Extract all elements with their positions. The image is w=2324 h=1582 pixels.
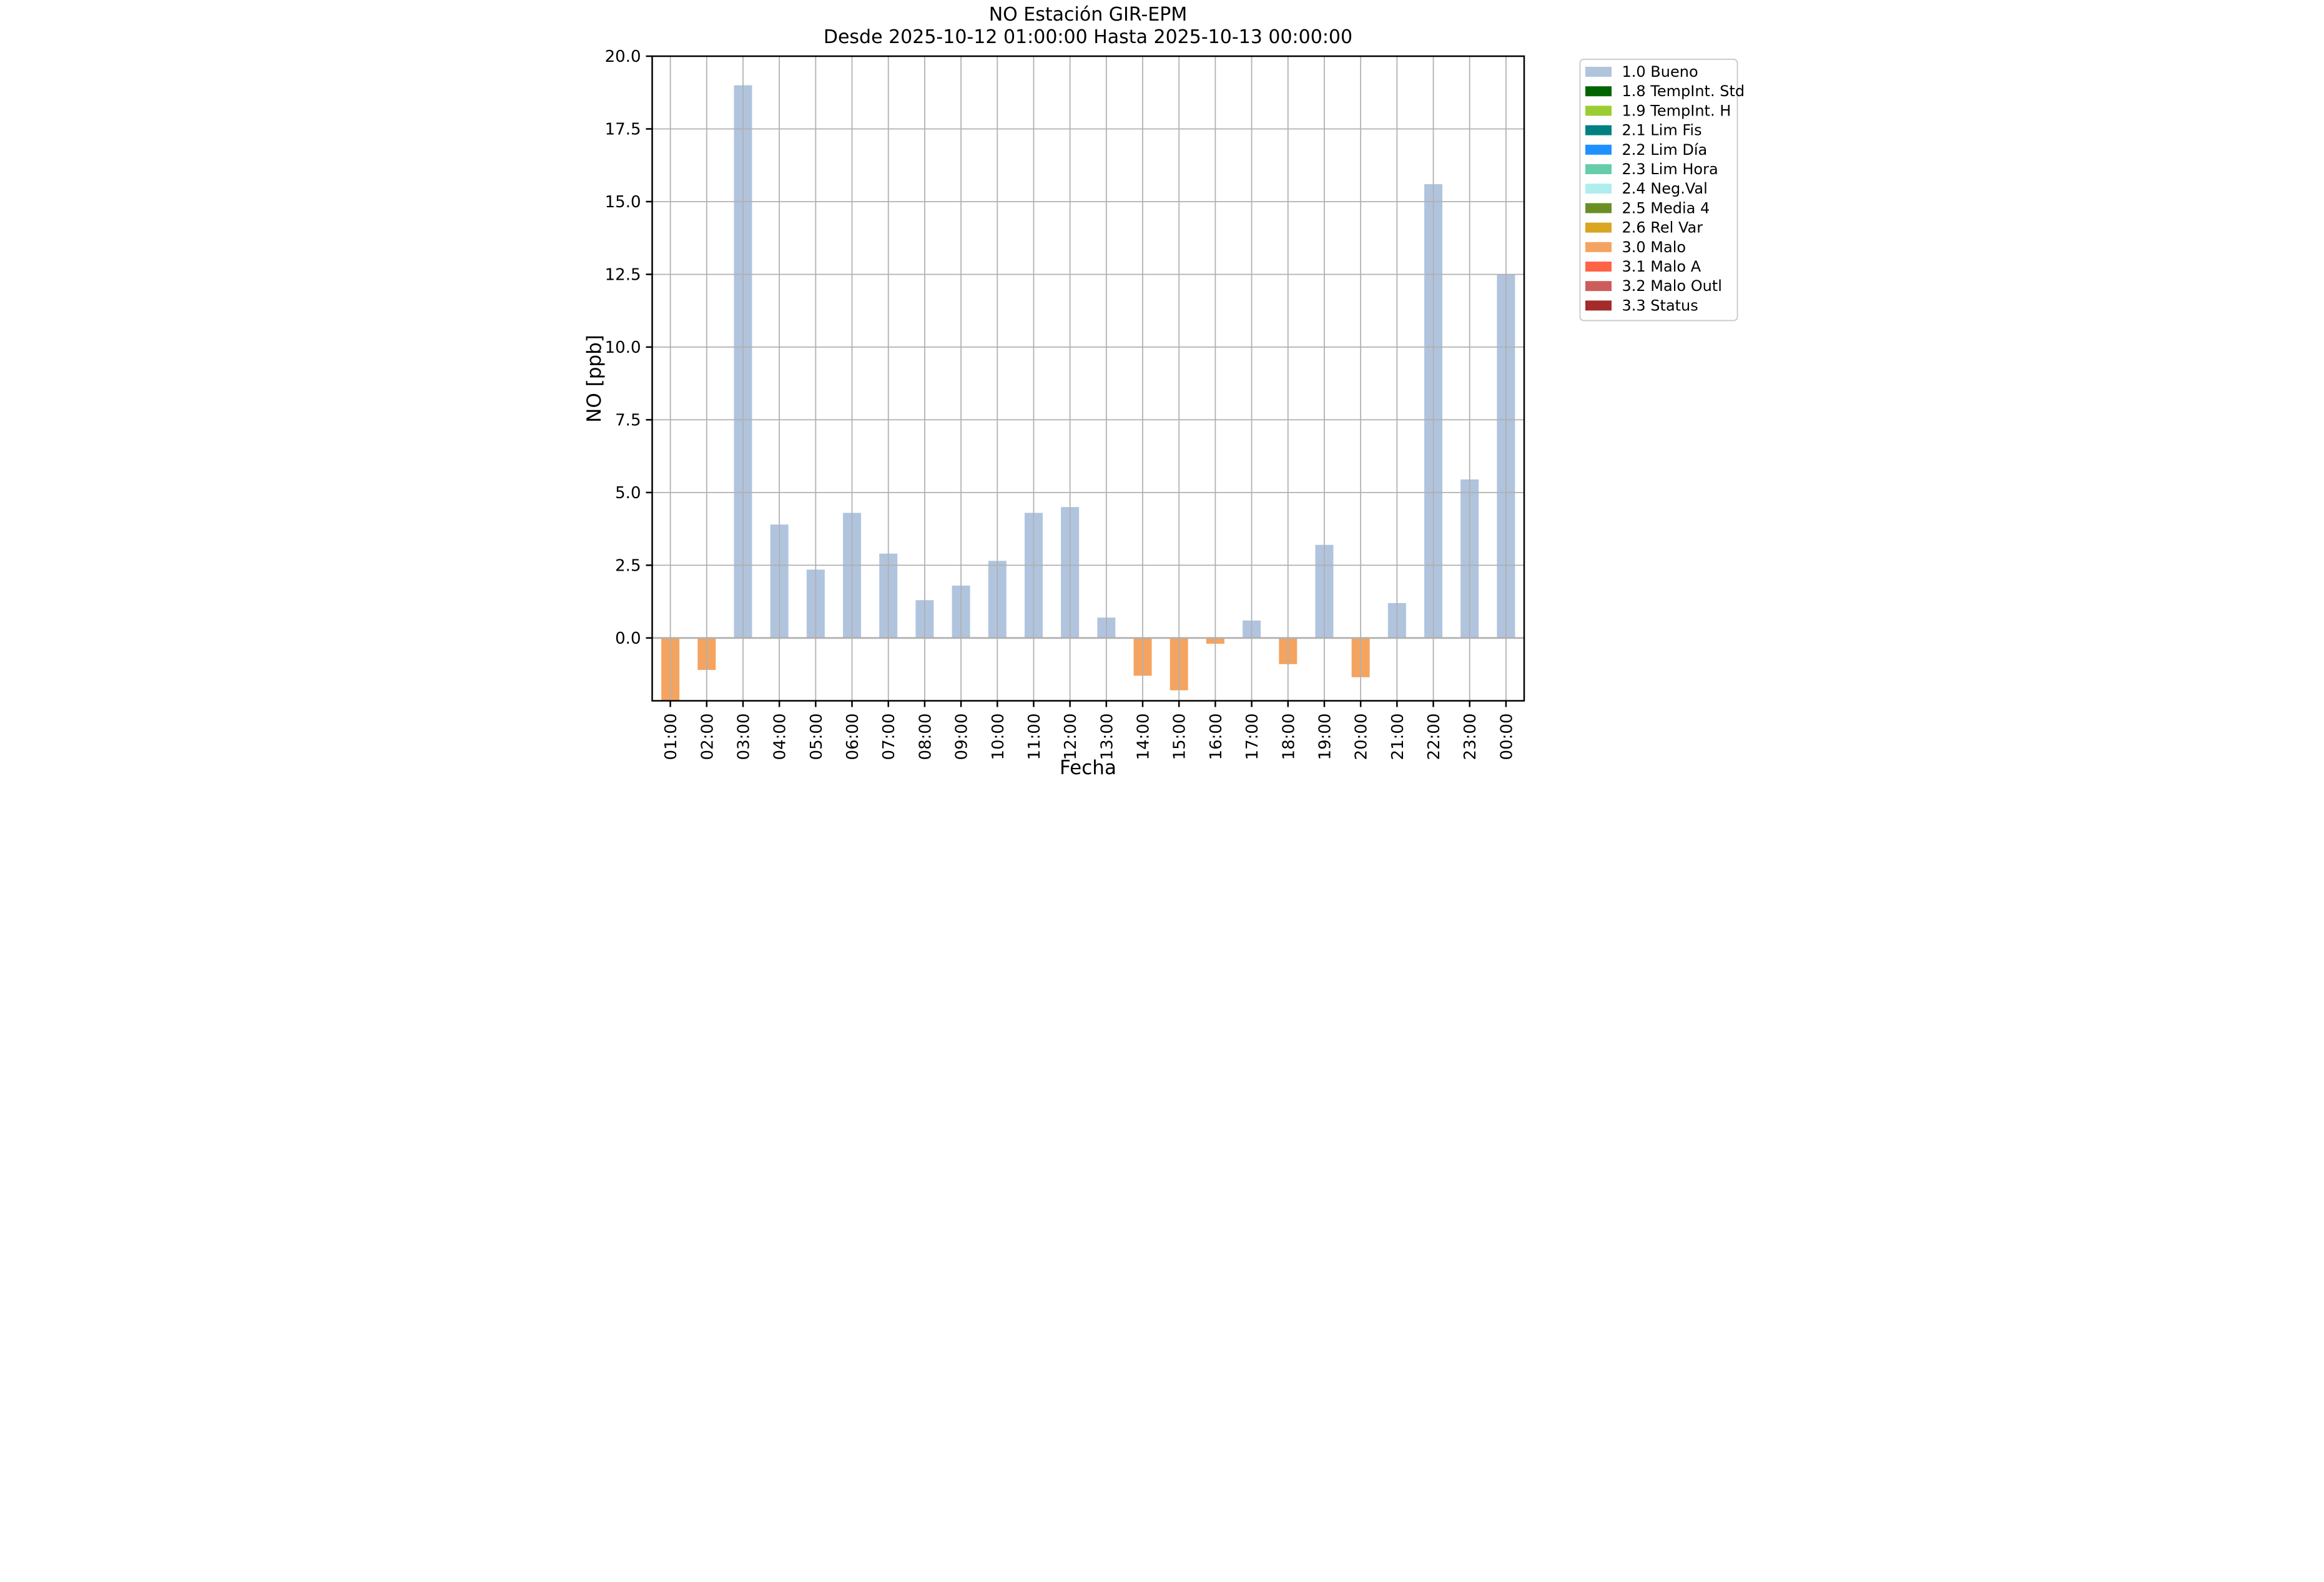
x-tick-label: 12:00 [1061,714,1080,760]
no-bar-chart: 0.0 2.5 5.0 7.5 10.0 12.5 15.0 17.5 20.0 01:00 02:… [581,0,1743,791]
bars-layer [661,85,1515,701]
legend-item: 3.1 Malo A [1585,258,1701,275]
x-tick-label: 09:00 [952,714,971,760]
legend-swatch [1585,164,1612,174]
legend-swatch [1585,281,1612,292]
y-axis-label: NO [ppb] [583,335,606,423]
x-tick-label: 08:00 [916,714,935,760]
legend-item: 3.0 Malo [1585,238,1686,256]
legend-item: 2.2 Lim Día [1585,141,1707,159]
x-tick-label: 23:00 [1461,714,1480,760]
legend-label: 3.1 Malo A [1622,258,1701,275]
plot-border [651,55,1525,702]
legend-item: 2.3 Lim Hora [1585,160,1718,178]
x-tick-label: 00:00 [1497,714,1516,760]
legend-label: 2.1 Lim Fis [1622,122,1701,139]
chart-subtitle: Desde 2025-10-12 01:00:00 Hasta 2025-10-… [823,26,1352,48]
legend-label: 3.0 Malo [1622,238,1686,256]
axes-frame [651,55,1525,702]
x-tick-label: 04:00 [771,714,789,760]
x-tick-label: 02:00 [698,714,717,760]
legend-swatch [1585,67,1612,77]
legend-swatch [1585,106,1612,116]
legend-label: 2.4 Neg.Val [1622,180,1707,197]
x-tick-label: 21:00 [1388,714,1407,760]
legend-swatch [1585,242,1612,252]
y-tick-label: 7.5 [615,411,641,430]
x-tick-label: 10:00 [988,714,1007,760]
legend-swatch [1585,203,1612,214]
x-tick-label: 11:00 [1025,714,1043,760]
legend-item: 1.9 TempInt. H [1585,102,1731,119]
legend-label: 1.0 Bueno [1622,63,1698,81]
legend-item: 1.8 TempInt. Std [1585,82,1743,100]
ticks-layer: 0.0 2.5 5.0 7.5 10.0 12.5 15.0 17.5 20.0 01:00 02:… [604,47,1516,760]
x-tick-label: 17:00 [1243,714,1262,760]
legend-label: 3.3 Status [1622,297,1698,314]
legend-label: 2.3 Lim Hora [1622,160,1718,178]
legend-label: 1.8 TempInt. Std [1622,82,1743,100]
x-tick-label: 20:00 [1352,714,1371,760]
legend-swatch [1585,86,1612,97]
y-tick-label: 20.0 [604,47,641,66]
x-tick-label: 14:00 [1134,714,1153,760]
x-tick-label: 13:00 [1098,714,1116,760]
legend-label: 3.2 Malo Outl [1622,277,1721,295]
x-tick-label: 01:00 [662,714,681,760]
grid-layer [652,56,1524,701]
legend-label: 1.9 TempInt. H [1622,102,1731,119]
y-tick-label: 15.0 [604,193,641,212]
x-tick-label: 06:00 [844,714,862,760]
y-tick-label: 17.5 [604,120,641,139]
legend-swatch [1585,262,1612,272]
legend-swatch [1585,144,1612,155]
legend-item: 1.0 Bueno [1585,63,1698,81]
y-tick-label: 12.5 [604,265,641,284]
x-tick-label: 16:00 [1206,714,1225,760]
legend-swatch [1585,184,1612,194]
legend-item: 3.2 Malo Outl [1585,277,1721,295]
x-tick-label: 03:00 [734,714,753,760]
x-tick-label: 22:00 [1425,714,1444,760]
legend-swatch [1585,222,1612,233]
x-tick-label: 05:00 [807,714,825,760]
legend-item: 2.1 Lim Fis [1585,122,1701,139]
legend-label: 2.5 Media 4 [1622,199,1710,217]
legend-label: 2.6 Rel Var [1622,219,1703,237]
x-axis-label: Fecha [1060,757,1116,779]
y-tick-label: 0.0 [615,629,641,648]
legend-box [1579,59,1738,322]
legend-item: 2.5 Media 4 [1585,199,1710,217]
legend-swatch [1585,300,1612,311]
x-tick-label: 18:00 [1279,714,1298,760]
x-tick-label: 15:00 [1170,714,1189,760]
figure: 0.0 2.5 5.0 7.5 10.0 12.5 15.0 17.5 20.0 01:00 02:… [581,0,1743,791]
x-tick-label: 07:00 [880,714,899,760]
legend-item: 3.3 Status [1585,297,1698,314]
y-tick-label: 5.0 [615,484,641,503]
x-tick-label: 19:00 [1316,714,1334,760]
legend-swatch [1585,125,1612,135]
legend-label: 2.2 Lim Día [1622,141,1707,159]
legend-item: 2.4 Neg.Val [1585,180,1707,197]
legend-item: 2.6 Rel Var [1585,219,1703,237]
y-tick-label: 10.0 [604,338,641,357]
y-tick-label: 2.5 [615,556,641,575]
chart-title: NO Estación GIR-EPM [988,4,1187,26]
